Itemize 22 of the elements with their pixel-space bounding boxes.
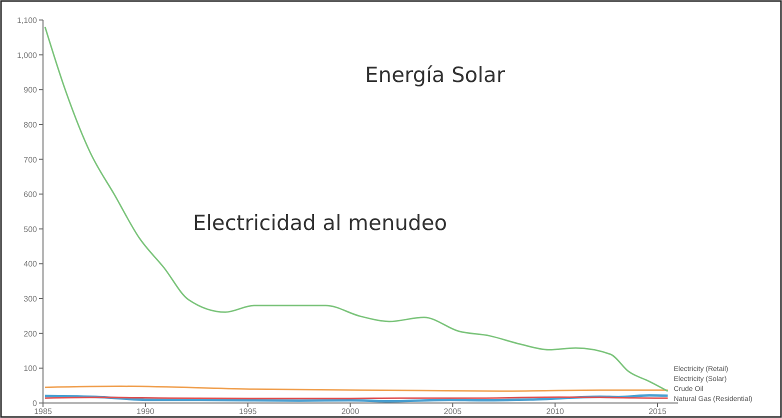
x-tick-label: 2005 <box>444 407 462 416</box>
y-tick-label: 400 <box>24 260 38 269</box>
annotation: Electricidad al menudeo <box>192 211 448 235</box>
y-tick-label: 1,000 <box>16 50 38 60</box>
y-tick-label: 0 <box>32 399 38 408</box>
annotation: Energía Solar <box>365 63 506 87</box>
y-tick-label: 800 <box>24 120 38 130</box>
y-tick-label: 1,100 <box>16 16 38 25</box>
y-tick-label: 600 <box>24 190 38 200</box>
y-tick-label: 100 <box>24 364 38 374</box>
x-tick-label: 2010 <box>546 407 565 416</box>
y-tick-label: 700 <box>24 155 38 164</box>
x-tick-label: 2015 <box>648 407 667 416</box>
x-tick-label: 2000 <box>341 407 360 416</box>
x-tick-label: 1995 <box>238 407 258 416</box>
y-tick-label: 300 <box>24 294 38 304</box>
line-series <box>44 26 669 392</box>
y-tick-label: 500 <box>24 224 38 234</box>
x-tick-label: 1985 <box>34 407 52 416</box>
y-tick-label: 200 <box>24 329 38 338</box>
y-tick-label: 900 <box>24 86 38 95</box>
x-tick-label: 1990 <box>136 407 155 416</box>
